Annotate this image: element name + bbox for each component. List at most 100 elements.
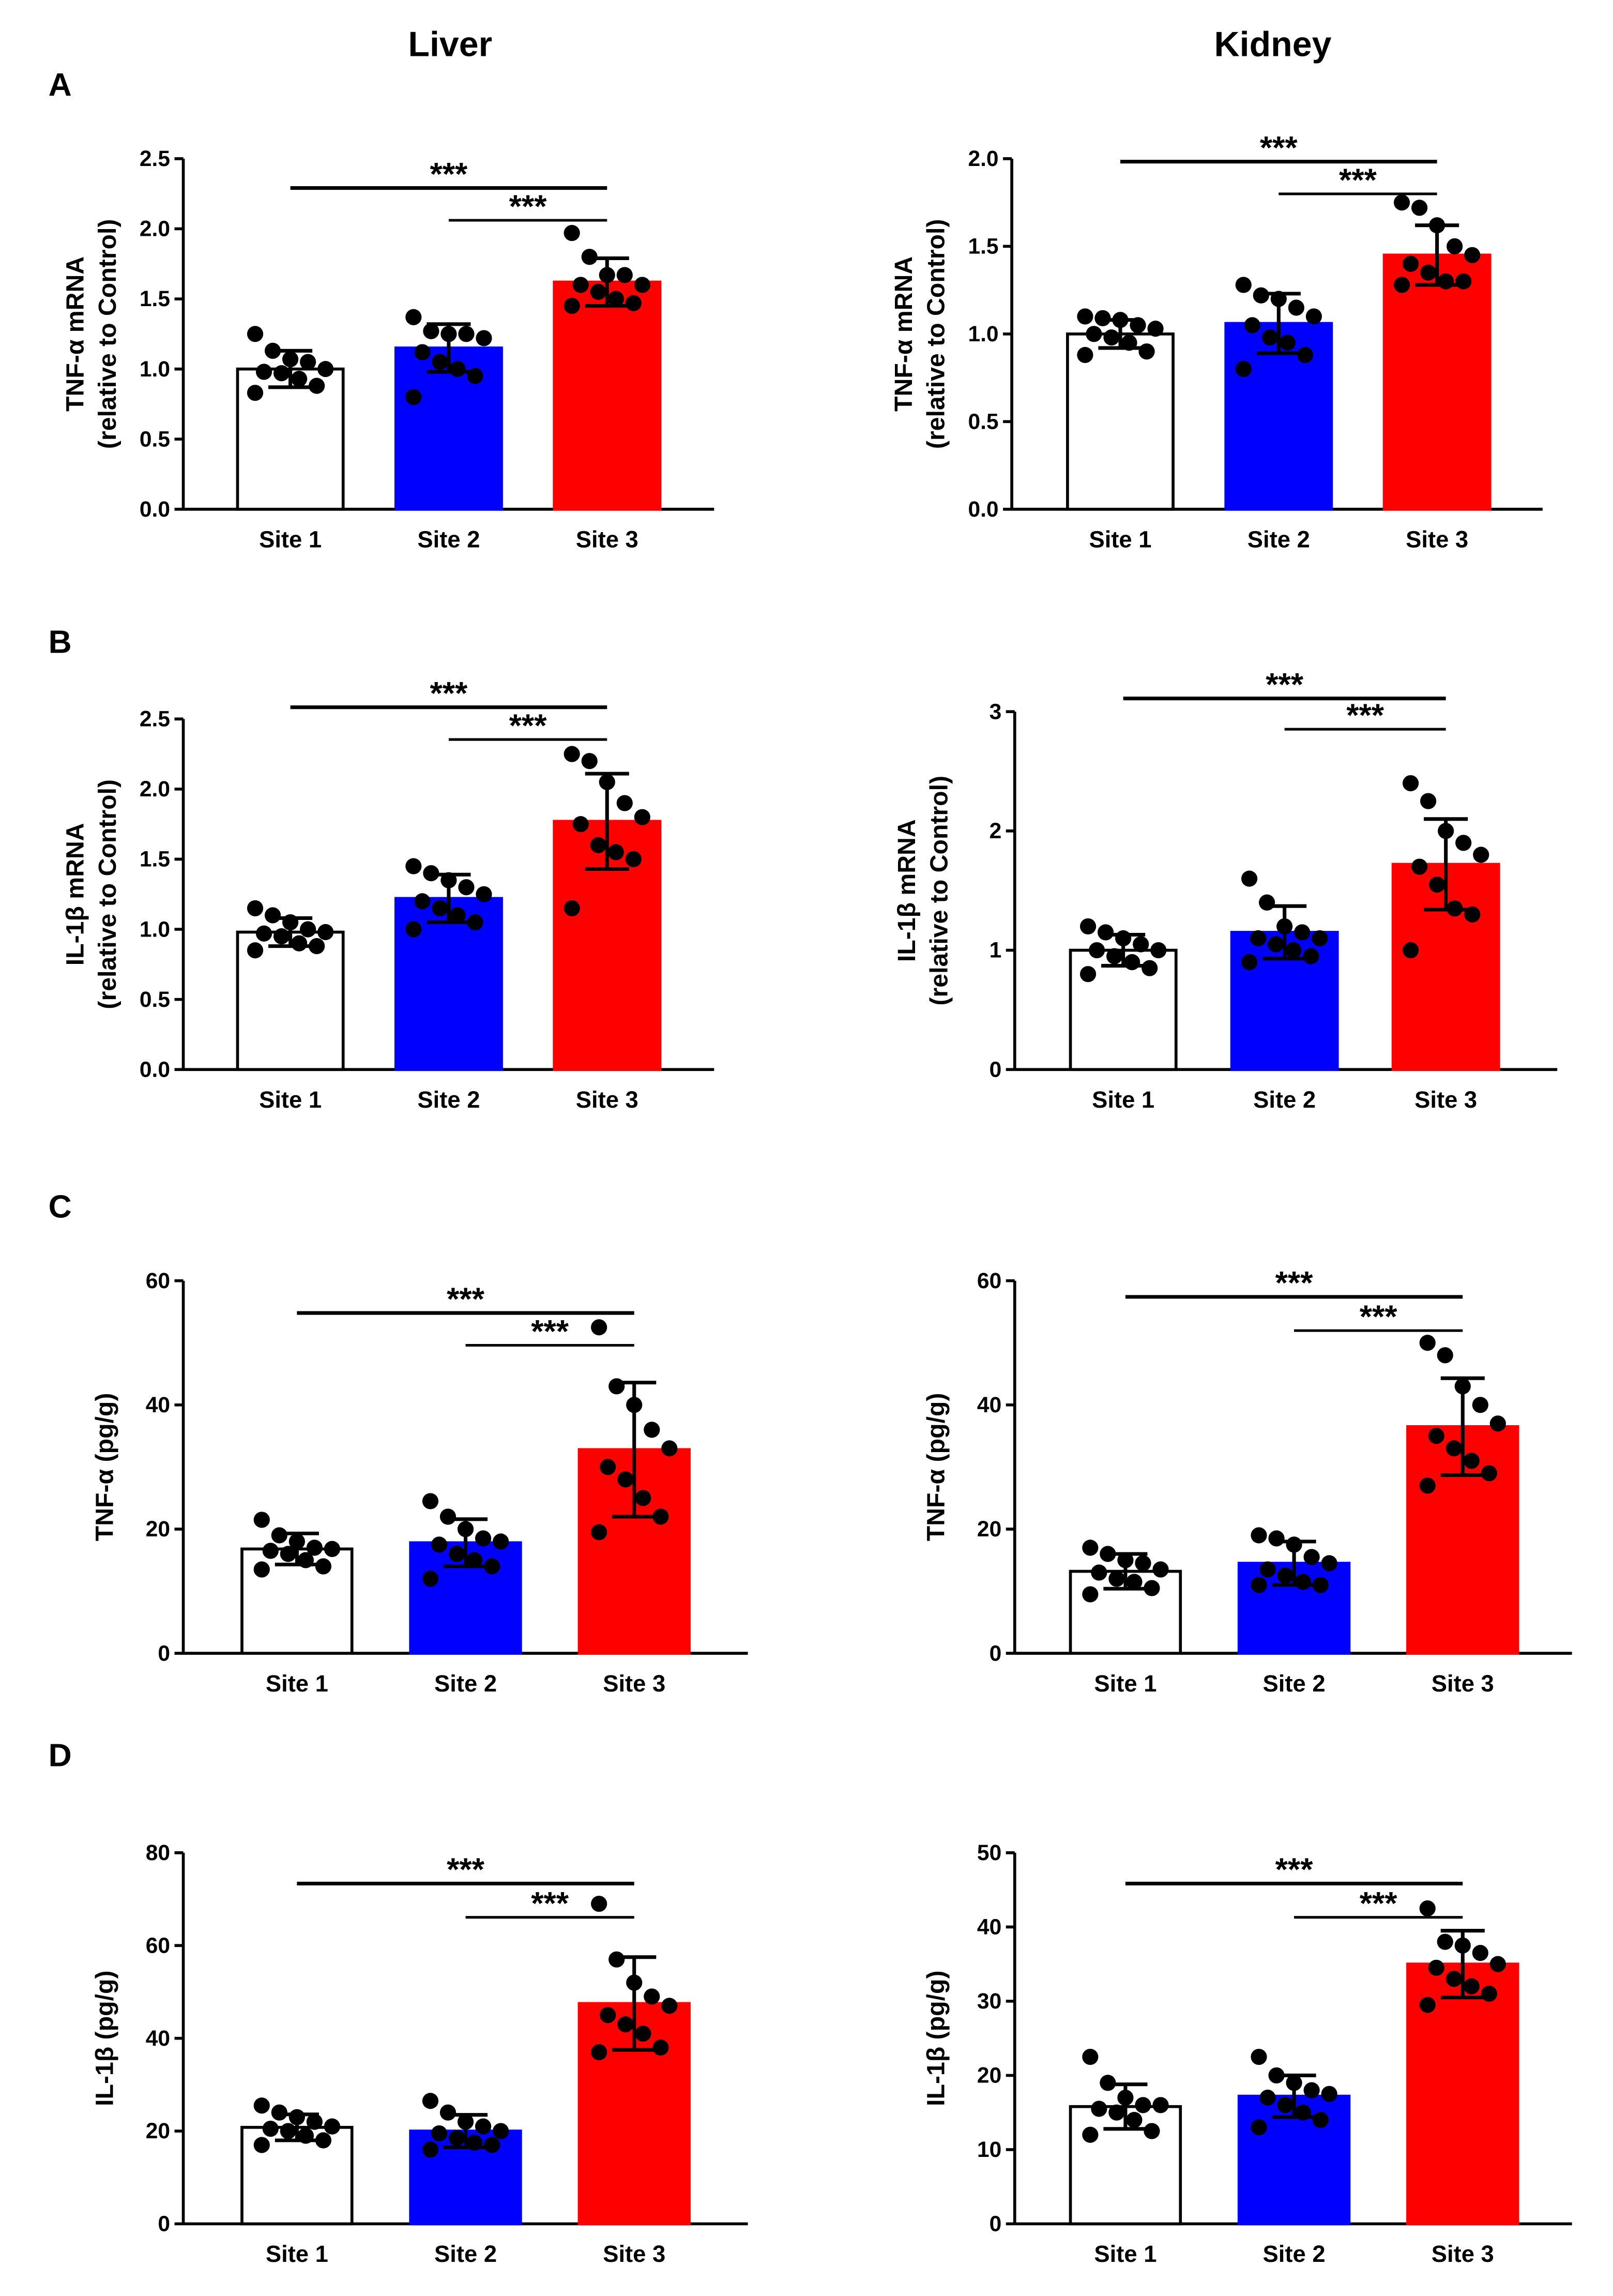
- y-tick-label: 0: [990, 1057, 1002, 1082]
- y-axis-label-line: (relative to Control): [922, 219, 950, 449]
- y-tick-label: 3: [990, 699, 1002, 724]
- chart-panel-d-kidney: 0 10 20 30 40 50 IL-1β (pg/g) Site 1 Site 2 Site …: [922, 1840, 1572, 2267]
- data-point: [644, 1988, 660, 2005]
- chart-panel-a-kidney: 0.0 0.5 1.0 1.5 2.0 TNF-α mRNA (relative to Co…: [890, 130, 1543, 553]
- data-point: [273, 928, 290, 945]
- data-point: [1285, 942, 1302, 959]
- data-point: [1321, 1555, 1337, 1572]
- data-point: [253, 1561, 270, 1578]
- x-tick-label: Site 2: [1263, 1670, 1326, 1697]
- data-point: [1303, 1549, 1320, 1565]
- y-axis-label: TNF-α mRNA (relative to Control): [62, 219, 121, 449]
- data-point: [1481, 1465, 1497, 1482]
- data-point: [661, 1998, 678, 2014]
- y-tick-label: 60: [146, 1268, 170, 1293]
- y-tick-label: 40: [146, 2026, 170, 2051]
- data-point: [564, 746, 580, 762]
- y-tick-label: 2: [990, 819, 1002, 843]
- data-point: [264, 907, 281, 924]
- y-tick-label: 10: [977, 2137, 1001, 2162]
- y-tick-label: 1.5: [968, 234, 998, 259]
- significance-label: ***: [509, 708, 547, 744]
- data-point: [617, 1471, 634, 1488]
- data-point: [590, 837, 606, 854]
- data-point: [607, 291, 624, 307]
- data-point: [1419, 1900, 1436, 1917]
- significance-label: ***: [1275, 1265, 1314, 1301]
- data-point: [1142, 960, 1158, 976]
- y-axis-label: IL-1β mRNA (relative to Control): [62, 779, 121, 1009]
- data-point: [1241, 870, 1258, 887]
- chart-panel-c-kidney: 0 20 40 60 TNF-α (pg/g) Site 1 Site 2 Site 3 ***…: [922, 1265, 1572, 1697]
- data-point: [1251, 2048, 1267, 2065]
- significance-label: ***: [1266, 667, 1304, 703]
- data-point: [1079, 918, 1097, 935]
- y-tick-label: 0.5: [140, 987, 170, 1012]
- data-point: [1251, 2119, 1267, 2136]
- data-point: [635, 2026, 651, 2042]
- data-point: [634, 277, 650, 293]
- y-tick-label: 0.0: [968, 497, 998, 522]
- data-point: [591, 1319, 607, 1336]
- data-point: [1261, 329, 1278, 346]
- data-point: [466, 1552, 483, 1568]
- y-axis-label-line: (relative to Control): [925, 776, 953, 1006]
- column-title-kidney: Kidney: [1214, 24, 1332, 64]
- data-point: [467, 914, 483, 931]
- significance-label: ***: [1346, 698, 1384, 734]
- data-point: [1472, 1397, 1488, 1413]
- data-point: [1455, 835, 1472, 851]
- y-tick-label: 40: [977, 1915, 1001, 1940]
- data-point: [1455, 273, 1472, 290]
- data-point: [1103, 329, 1120, 346]
- significance-label: ***: [509, 189, 547, 224]
- data-point: [405, 309, 422, 325]
- data-point: [1098, 924, 1114, 941]
- data-point: [1079, 966, 1097, 983]
- data-point: [1077, 346, 1093, 364]
- data-point: [564, 224, 580, 241]
- data-point: [405, 389, 422, 405]
- data-point: [591, 2044, 607, 2061]
- data-point: [309, 938, 325, 955]
- y-tick-label: 0: [990, 1641, 1002, 1666]
- data-point: [458, 326, 475, 342]
- bar-site-3: [1382, 253, 1492, 511]
- y-tick-label: 2.0: [140, 217, 170, 241]
- data-point: [291, 935, 308, 951]
- data-point: [1091, 1564, 1107, 1581]
- data-point: [414, 893, 431, 910]
- data-point: [644, 1422, 660, 1438]
- y-tick-label: 60: [146, 1933, 170, 1958]
- data-point: [262, 2120, 279, 2137]
- data-point: [439, 1508, 456, 1525]
- data-point: [449, 361, 466, 377]
- data-point: [1268, 1530, 1285, 1547]
- data-point: [1393, 194, 1410, 211]
- data-point: [449, 907, 466, 924]
- data-point: [1463, 1453, 1480, 1469]
- x-tick-label: Site 3: [603, 1670, 665, 1697]
- data-point: [1429, 877, 1445, 893]
- data-point: [422, 2141, 439, 2158]
- y-axis-label-line: IL-1β (pg/g): [90, 1971, 118, 2106]
- data-point: [1420, 793, 1437, 809]
- data-point: [1144, 1580, 1160, 1596]
- data-point: [1124, 954, 1140, 971]
- y-axis-label: IL-1β (pg/g): [922, 1971, 950, 2106]
- x-tick-label: Site 1: [1094, 2241, 1157, 2267]
- data-point: [1305, 308, 1322, 325]
- data-point: [581, 753, 598, 769]
- data-point: [432, 900, 448, 917]
- data-point: [564, 900, 580, 917]
- data-point: [253, 1512, 270, 1528]
- data-point: [1126, 1574, 1143, 1590]
- data-point: [300, 354, 316, 370]
- y-axis-label-line: TNF-α mRNA: [890, 256, 918, 412]
- chart-panel-d-liver: 0 20 40 60 80 IL-1β (pg/g) Site 1 Site 2 Site 3 *…: [90, 1840, 748, 2267]
- chart-panel-a-liver: 0.0 0.5 1.0 1.5 2.0 2.5 TNF-α mRNA (relative to…: [62, 146, 714, 553]
- data-point: [1464, 906, 1481, 923]
- data-point: [1411, 858, 1428, 875]
- panel-letter-d: D: [49, 1738, 72, 1774]
- data-point: [1312, 1577, 1329, 1593]
